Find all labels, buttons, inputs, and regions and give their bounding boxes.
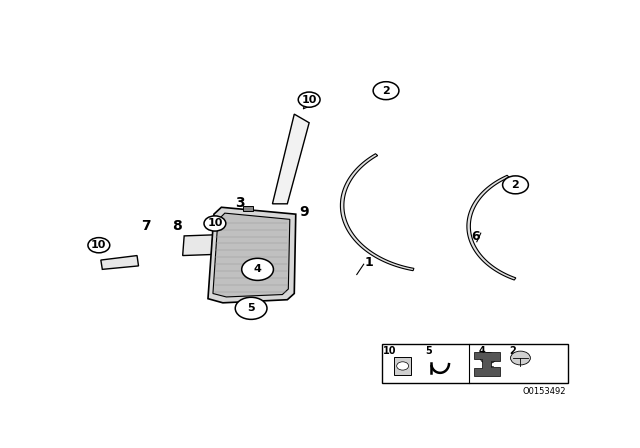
Text: 4: 4 (253, 264, 262, 274)
Text: 2: 2 (511, 180, 520, 190)
Circle shape (502, 176, 529, 194)
Text: 4: 4 (478, 346, 485, 356)
Circle shape (373, 82, 399, 99)
Circle shape (242, 258, 273, 280)
Text: 1: 1 (365, 256, 374, 269)
Text: 7: 7 (141, 219, 151, 233)
Text: 6: 6 (472, 230, 480, 243)
Text: 8: 8 (172, 219, 182, 233)
Circle shape (298, 92, 320, 107)
Circle shape (511, 351, 531, 365)
Polygon shape (273, 114, 309, 204)
Text: 3: 3 (235, 196, 244, 210)
Circle shape (88, 237, 110, 253)
Polygon shape (243, 206, 253, 211)
Polygon shape (101, 255, 138, 269)
Polygon shape (467, 175, 516, 280)
Circle shape (397, 362, 408, 370)
Text: 2: 2 (382, 86, 390, 96)
Polygon shape (208, 207, 296, 303)
Polygon shape (182, 235, 213, 255)
Text: 5: 5 (425, 346, 432, 356)
Text: 10: 10 (301, 95, 317, 105)
Text: 10: 10 (207, 219, 223, 228)
Polygon shape (340, 154, 414, 271)
Circle shape (236, 297, 267, 319)
Text: 10: 10 (91, 240, 106, 250)
FancyBboxPatch shape (394, 358, 412, 375)
FancyBboxPatch shape (381, 344, 568, 383)
Polygon shape (474, 352, 500, 376)
Text: 9: 9 (300, 206, 309, 220)
Circle shape (480, 353, 496, 363)
Polygon shape (213, 213, 290, 297)
Text: 10: 10 (383, 346, 397, 356)
Circle shape (204, 216, 226, 231)
Text: 5: 5 (247, 303, 255, 313)
Text: 2: 2 (509, 346, 516, 356)
Text: O0153492: O0153492 (523, 388, 566, 396)
